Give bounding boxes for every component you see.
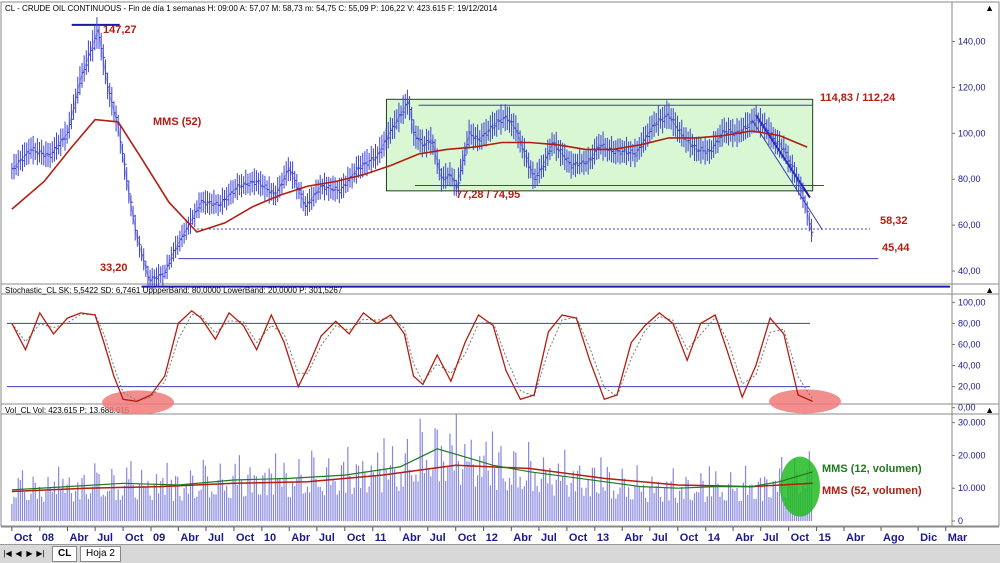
x-axis-label: Jul (652, 532, 668, 544)
x-axis-label: Abr (735, 532, 755, 544)
price-series-line (11, 28, 814, 281)
next-sheet-nav-icon[interactable]: ▶ (26, 549, 33, 558)
x-axis-label: Mar (948, 532, 968, 544)
label-77-28-74-95: 77,28 / 74,95 (456, 189, 520, 201)
x-axis-label: Oct (236, 532, 255, 544)
x-axis-label: Oct (347, 532, 366, 544)
x-axis-label: Abr (69, 532, 89, 544)
price-y-tick-label: 120,00 (958, 82, 986, 92)
x-axis-label: Jul (763, 532, 779, 544)
tab-hoja-2[interactable]: Hoja 2 (80, 546, 121, 562)
price-y-tick-label: 40,00 (958, 266, 981, 276)
x-axis-label: Oct (458, 532, 477, 544)
last-sheet-nav-icon[interactable]: ▶| (36, 549, 45, 558)
label-147-27: 147,27 (103, 24, 137, 36)
sheet-tab-bar: |◀ ◀ ▶ ▶| CL Hoja 2 (0, 544, 1000, 563)
x-axis-label: Ago (883, 532, 905, 544)
x-axis-label: 08 (42, 532, 54, 544)
prev-sheet-nav-icon[interactable]: ◀ (15, 549, 22, 558)
x-axis-label: Oct (569, 532, 588, 544)
x-axis-label: Jul (430, 532, 446, 544)
label-mms-52: MMS (52) (153, 116, 202, 128)
stoch-k-line (11, 309, 813, 403)
x-axis-label: 13 (597, 532, 609, 544)
stoch-y-tick-label: 60,00 (958, 339, 981, 349)
x-axis-label: 11 (375, 532, 387, 544)
stoch-scroll-up-icon: ▲ (985, 285, 994, 295)
stoch-panel-header: Stochastic_CL SK: 5,5422 SD: 6,7461 Uppp… (5, 286, 343, 295)
crude-oil-chart: CL - CRUDE OIL CONTINUOUS - Fin de día 1… (0, 1, 1000, 544)
stoch-d-line (11, 313, 814, 402)
price-y-tick-label: 100,00 (958, 128, 986, 138)
x-axis-label: Oct (680, 532, 699, 544)
label-45-44: 45,44 (882, 242, 910, 254)
vol-scroll-up-icon: ▲ (985, 405, 994, 415)
price-y-tick-label: 60,00 (958, 220, 981, 230)
x-axis-label: Jul (97, 532, 113, 544)
label-58-32: 58,32 (880, 215, 908, 227)
vol-y-tick-label: 20.000 (958, 450, 986, 460)
x-axis-label: 15 (819, 532, 831, 544)
consolidation-range-box (385, 98, 814, 192)
vol-ma12-line (11, 448, 813, 491)
stoch-y-tick-label: 40,00 (958, 361, 981, 371)
x-axis-label: Dic (920, 532, 937, 544)
first-sheet-nav-icon[interactable]: |◀ (3, 549, 12, 558)
vol-y-tick-label: 10.000 (958, 483, 986, 493)
vol-panel-frame (0, 403, 1000, 527)
price-panel-header: CL - CRUDE OIL CONTINUOUS - Fin de día 1… (5, 4, 498, 13)
x-axis-label: Abr (624, 532, 644, 544)
x-axis-label: Jul (208, 532, 224, 544)
volume-bars (11, 414, 813, 522)
volume-highlight-2014 (780, 456, 820, 517)
x-axis-label: Jul (541, 532, 557, 544)
legend-vol-ma52: MMS (52, volumen) (822, 485, 922, 497)
oversold-highlight-2008 (102, 390, 174, 415)
stoch-y-tick-label: 20,00 (958, 382, 981, 392)
oversold-highlight-2014 (769, 389, 841, 414)
vol-y-tick-label: 30.000 (958, 418, 986, 428)
x-axis-label: Abr (180, 532, 200, 544)
vol-y-tick-label: 0 (958, 516, 963, 526)
x-axis-label: Abr (846, 532, 866, 544)
price-panel-frame (0, 1, 1000, 295)
x-axis-label: 12 (486, 532, 498, 544)
vol-ma52-line (11, 464, 813, 493)
x-axis-label: 10 (264, 532, 276, 544)
price-y-tick-label: 80,00 (958, 174, 981, 184)
x-axis-label: Abr (291, 532, 311, 544)
stoch-panel-frame (0, 283, 1000, 415)
legend-vol-ma12: MMS (12, volumen) (822, 463, 922, 475)
price-scroll-up-icon: ▲ (985, 3, 994, 13)
downtrend-line-2 (751, 119, 823, 231)
stoch-y-tick-label: 100,00 (958, 297, 986, 307)
vol-panel-header: Vol_CL Vol: 423.615 P: 13.688.615 (5, 406, 130, 415)
label-33-20: 33,20 (100, 262, 128, 274)
x-axis-label: 09 (153, 532, 165, 544)
x-axis-label: Abr (513, 532, 533, 544)
stoch-y-tick-label: 0,00 (958, 403, 976, 413)
x-axis-label: Oct (791, 532, 810, 544)
x-axis-label: Jul (319, 532, 335, 544)
ma52-line (11, 118, 808, 233)
label-114-83-112-24: 114,83 / 112,24 (820, 92, 896, 104)
x-axis-label: Oct (125, 532, 144, 544)
x-axis-label: Abr (402, 532, 422, 544)
x-axis-label: 14 (708, 532, 721, 544)
x-axis-label: Oct (14, 532, 33, 544)
tab-cl[interactable]: CL (52, 546, 78, 562)
price-y-tick-label: 140,00 (958, 37, 986, 47)
stoch-y-tick-label: 80,00 (958, 318, 981, 328)
